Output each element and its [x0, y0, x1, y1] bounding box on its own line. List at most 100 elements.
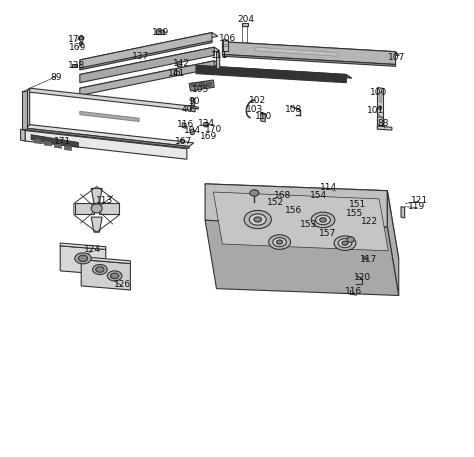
Polygon shape [100, 203, 118, 214]
Polygon shape [387, 191, 399, 296]
Ellipse shape [269, 235, 291, 250]
Ellipse shape [190, 129, 195, 135]
Text: 137: 137 [132, 52, 149, 61]
Ellipse shape [203, 122, 209, 127]
Polygon shape [261, 113, 265, 115]
Polygon shape [222, 42, 395, 64]
Polygon shape [206, 82, 211, 87]
Ellipse shape [273, 238, 286, 247]
Polygon shape [191, 82, 197, 87]
Text: 100: 100 [370, 88, 387, 97]
Ellipse shape [319, 218, 326, 222]
Text: 152: 152 [267, 197, 284, 207]
Ellipse shape [311, 212, 335, 228]
Polygon shape [242, 22, 248, 26]
Polygon shape [60, 246, 106, 275]
Polygon shape [255, 47, 337, 56]
Text: 167: 167 [174, 137, 192, 145]
Text: 122: 122 [361, 217, 378, 226]
Polygon shape [31, 135, 79, 148]
Ellipse shape [96, 267, 104, 272]
Text: 116: 116 [177, 120, 195, 129]
Polygon shape [196, 65, 352, 78]
Text: 156: 156 [285, 206, 302, 215]
Polygon shape [80, 41, 212, 70]
Text: 90: 90 [188, 97, 200, 106]
Ellipse shape [249, 214, 266, 225]
Ellipse shape [92, 265, 107, 275]
Polygon shape [80, 47, 214, 83]
Polygon shape [191, 97, 194, 106]
Text: 103: 103 [246, 105, 263, 114]
Text: 116: 116 [345, 287, 362, 296]
Polygon shape [80, 47, 219, 78]
Polygon shape [55, 143, 62, 149]
Text: 141: 141 [168, 69, 185, 78]
Polygon shape [377, 126, 392, 130]
Polygon shape [182, 123, 186, 128]
Polygon shape [205, 184, 387, 227]
Ellipse shape [276, 240, 283, 244]
Ellipse shape [250, 190, 259, 196]
Polygon shape [377, 87, 383, 128]
Polygon shape [80, 61, 214, 96]
Polygon shape [80, 32, 212, 69]
Polygon shape [27, 128, 189, 149]
Polygon shape [261, 113, 265, 122]
Text: 170: 170 [68, 35, 85, 44]
Polygon shape [80, 61, 219, 92]
Text: 169: 169 [69, 43, 86, 52]
Text: 171: 171 [55, 137, 72, 145]
Polygon shape [25, 131, 187, 159]
Polygon shape [217, 52, 219, 69]
Text: 124: 124 [83, 244, 100, 254]
Ellipse shape [79, 36, 84, 40]
Ellipse shape [363, 257, 366, 260]
Text: 102: 102 [249, 96, 266, 105]
Text: 110: 110 [255, 112, 272, 122]
Polygon shape [223, 39, 228, 51]
Polygon shape [81, 257, 130, 264]
Text: 106: 106 [219, 33, 237, 43]
Text: 40: 40 [181, 105, 192, 114]
Polygon shape [75, 203, 94, 214]
Ellipse shape [338, 239, 352, 248]
Polygon shape [27, 88, 194, 110]
Text: 107: 107 [388, 53, 405, 62]
Ellipse shape [379, 106, 382, 110]
Polygon shape [191, 106, 198, 109]
Text: 114: 114 [319, 183, 337, 192]
Ellipse shape [91, 204, 102, 213]
Polygon shape [80, 32, 218, 64]
Polygon shape [177, 61, 181, 66]
Text: 105: 105 [192, 85, 209, 94]
Text: 153: 153 [301, 220, 318, 229]
Ellipse shape [254, 217, 262, 222]
Ellipse shape [180, 139, 184, 143]
Polygon shape [196, 65, 346, 83]
Polygon shape [81, 260, 130, 290]
Polygon shape [27, 125, 194, 147]
Polygon shape [377, 116, 383, 125]
Text: 89: 89 [50, 73, 62, 82]
Polygon shape [222, 54, 395, 66]
Text: 169: 169 [200, 132, 218, 141]
Text: 168: 168 [274, 191, 291, 200]
Polygon shape [60, 243, 106, 250]
Polygon shape [156, 29, 164, 34]
Text: 142: 142 [173, 59, 190, 68]
Text: 101: 101 [367, 106, 384, 116]
Ellipse shape [244, 210, 272, 228]
Polygon shape [72, 64, 77, 67]
Text: 151: 151 [349, 200, 366, 209]
Text: 120: 120 [354, 273, 371, 282]
Ellipse shape [79, 42, 83, 45]
Ellipse shape [334, 236, 356, 250]
Text: 170: 170 [205, 125, 222, 134]
Ellipse shape [347, 237, 355, 242]
Polygon shape [191, 108, 195, 112]
Text: 126: 126 [114, 280, 131, 288]
Polygon shape [64, 145, 72, 151]
Polygon shape [199, 82, 204, 87]
Polygon shape [401, 207, 405, 218]
